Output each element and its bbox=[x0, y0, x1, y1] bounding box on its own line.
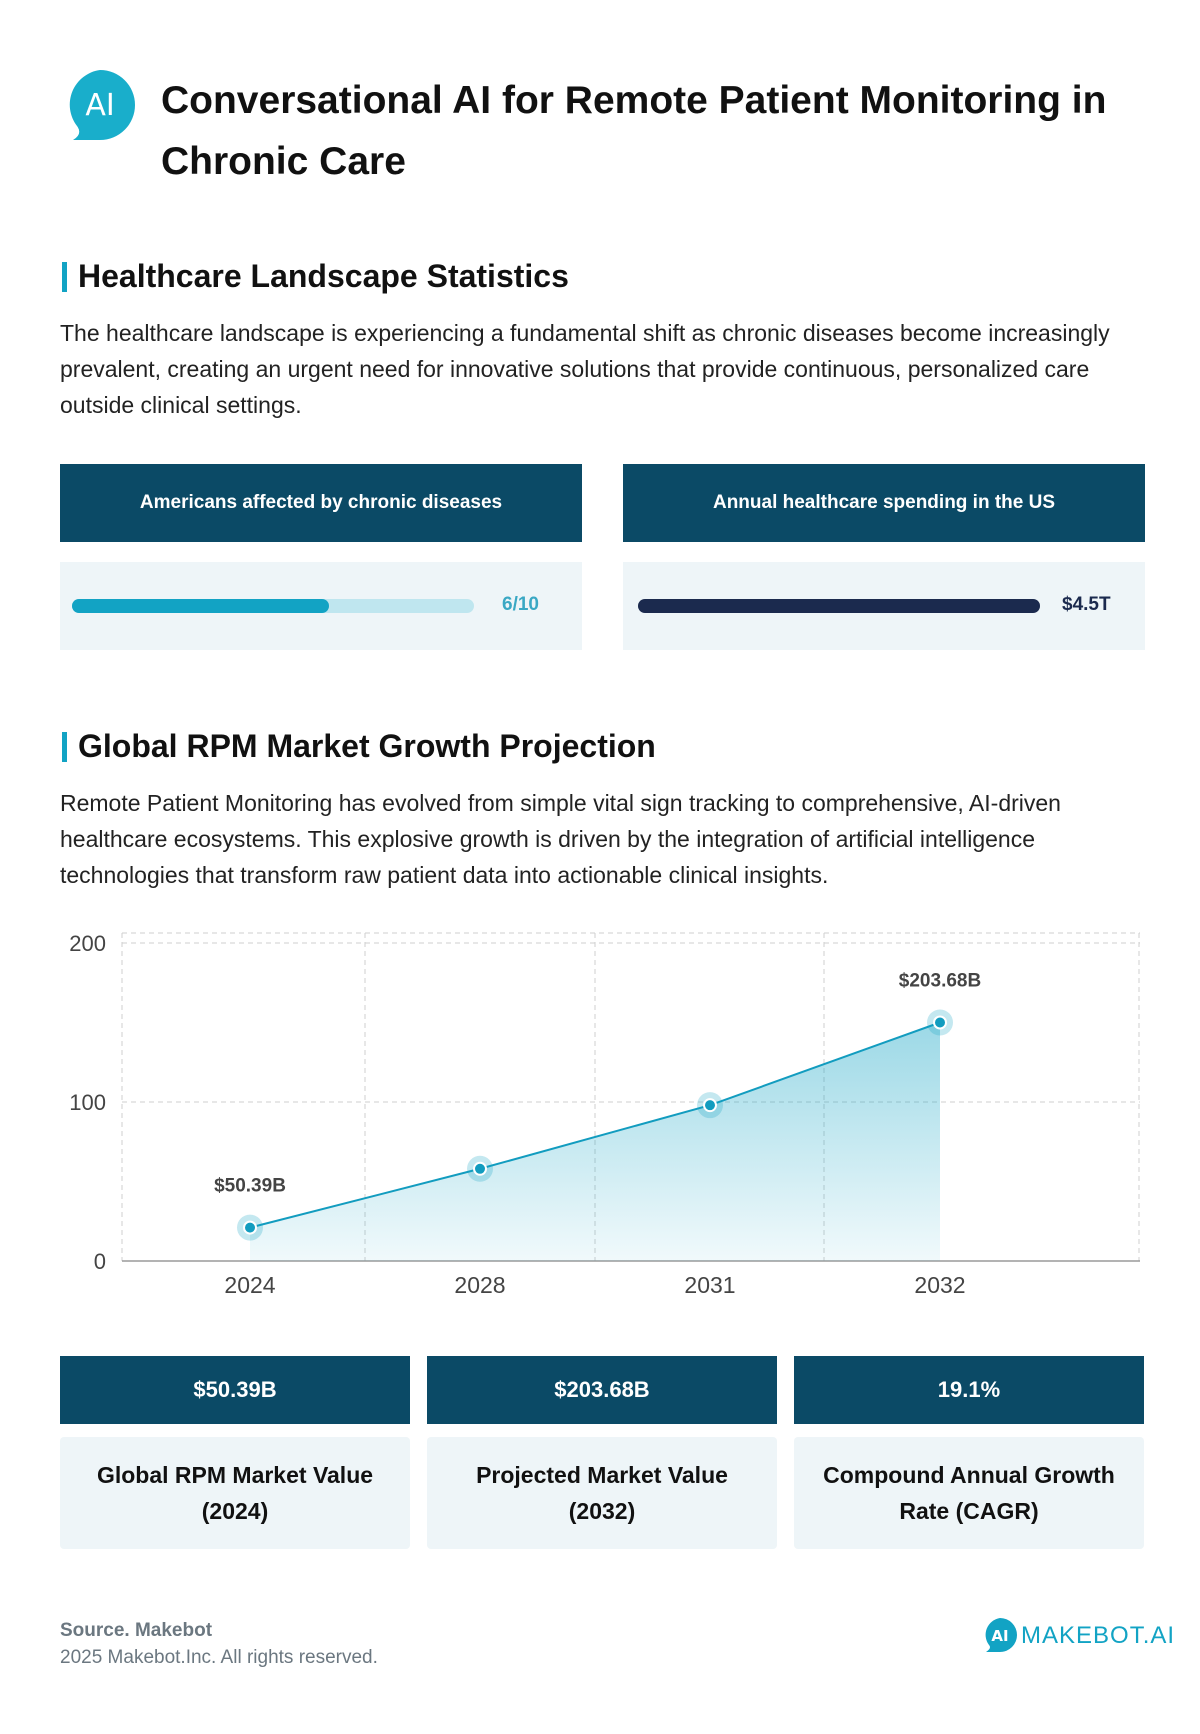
kpi-value-2024: $50.39B bbox=[60, 1356, 410, 1424]
x-tick-label: 2024 bbox=[224, 1272, 275, 1298]
page-title: Conversational AI for Remote Patient Mon… bbox=[161, 79, 1107, 183]
data-point bbox=[473, 1161, 487, 1176]
section-paragraph-healthcare: The healthcare landscape is experiencing… bbox=[60, 320, 1110, 418]
data-label: $203.68B bbox=[899, 971, 981, 992]
kpi-value-2032: $203.68B bbox=[427, 1356, 777, 1424]
stat-value-spending: $4.5T bbox=[1062, 594, 1111, 615]
stat-header-spending: Annual healthcare spending in the US bbox=[623, 464, 1145, 542]
progress-fill-spending bbox=[638, 599, 1040, 613]
brand-icon-text: AI bbox=[991, 1627, 1008, 1645]
y-tick-label: 0 bbox=[94, 1249, 106, 1274]
kpi-label-2032: Projected Market Value (2032) bbox=[427, 1437, 777, 1549]
x-tick-label: 2032 bbox=[914, 1272, 965, 1298]
progress-fill-chronic bbox=[72, 599, 330, 613]
section-title-healthcare-statistics: Healthcare Landscape Statistics bbox=[60, 256, 569, 296]
kpi-label-text: Global RPM Market Value (2024) bbox=[96, 1462, 374, 1524]
y-tick-label: 200 bbox=[69, 931, 106, 956]
footer-source: Source. Makebot bbox=[60, 1620, 213, 1641]
kpi-value-cagr: 19.1% bbox=[794, 1356, 1144, 1424]
data-point bbox=[703, 1098, 717, 1113]
x-tick-label: 2031 bbox=[684, 1272, 735, 1298]
logo-text: AI bbox=[85, 88, 114, 123]
brand-name: MAKEBOT.AI bbox=[1021, 1622, 1176, 1649]
data-point bbox=[933, 1015, 947, 1030]
data-point bbox=[243, 1220, 257, 1235]
progress-track bbox=[638, 599, 1040, 613]
series-line bbox=[249, 1021, 941, 1229]
y-tick-label: 100 bbox=[69, 1090, 106, 1115]
section-paragraph-market: Remote Patient Monitoring has evolved fr… bbox=[60, 790, 1061, 888]
ai-chat-bubble-icon: AI bbox=[69, 70, 135, 140]
brand-logo: AI MAKEBOT.AI bbox=[983, 1616, 1174, 1656]
kpi-label-text: Compound Annual Growth Rate (CAGR) bbox=[823, 1462, 1115, 1524]
makebot-logo-icon: AI bbox=[985, 1618, 1017, 1652]
kpi-label-2024: Global RPM Market Value (2024) bbox=[60, 1437, 410, 1549]
stat-value-chronic: 6/10 bbox=[502, 594, 539, 615]
market-growth-chart: 0 100 200 2024 2028 2031 2032 $50.39B $203.68B bbox=[69, 931, 1140, 1298]
stat-card-chronic: 6/10 bbox=[60, 562, 582, 650]
stat-header-chronic: Americans affected by chronic diseases bbox=[60, 464, 582, 542]
progress-track bbox=[72, 599, 474, 613]
kpi-label-text: Projected Market Value (2032) bbox=[476, 1462, 728, 1524]
data-label: $50.39B bbox=[214, 1176, 286, 1197]
footer-copyright: 2025 Makebot.Inc. All rights reserved. bbox=[60, 1647, 378, 1668]
stat-card-spending: $4.5T bbox=[623, 562, 1145, 650]
area-fill bbox=[250, 1022, 940, 1261]
kpi-label-cagr: Compound Annual Growth Rate (CAGR) bbox=[794, 1437, 1144, 1549]
x-tick-label: 2028 bbox=[454, 1272, 505, 1298]
section-title-market-growth: Global RPM Market Growth Projection bbox=[60, 726, 656, 766]
